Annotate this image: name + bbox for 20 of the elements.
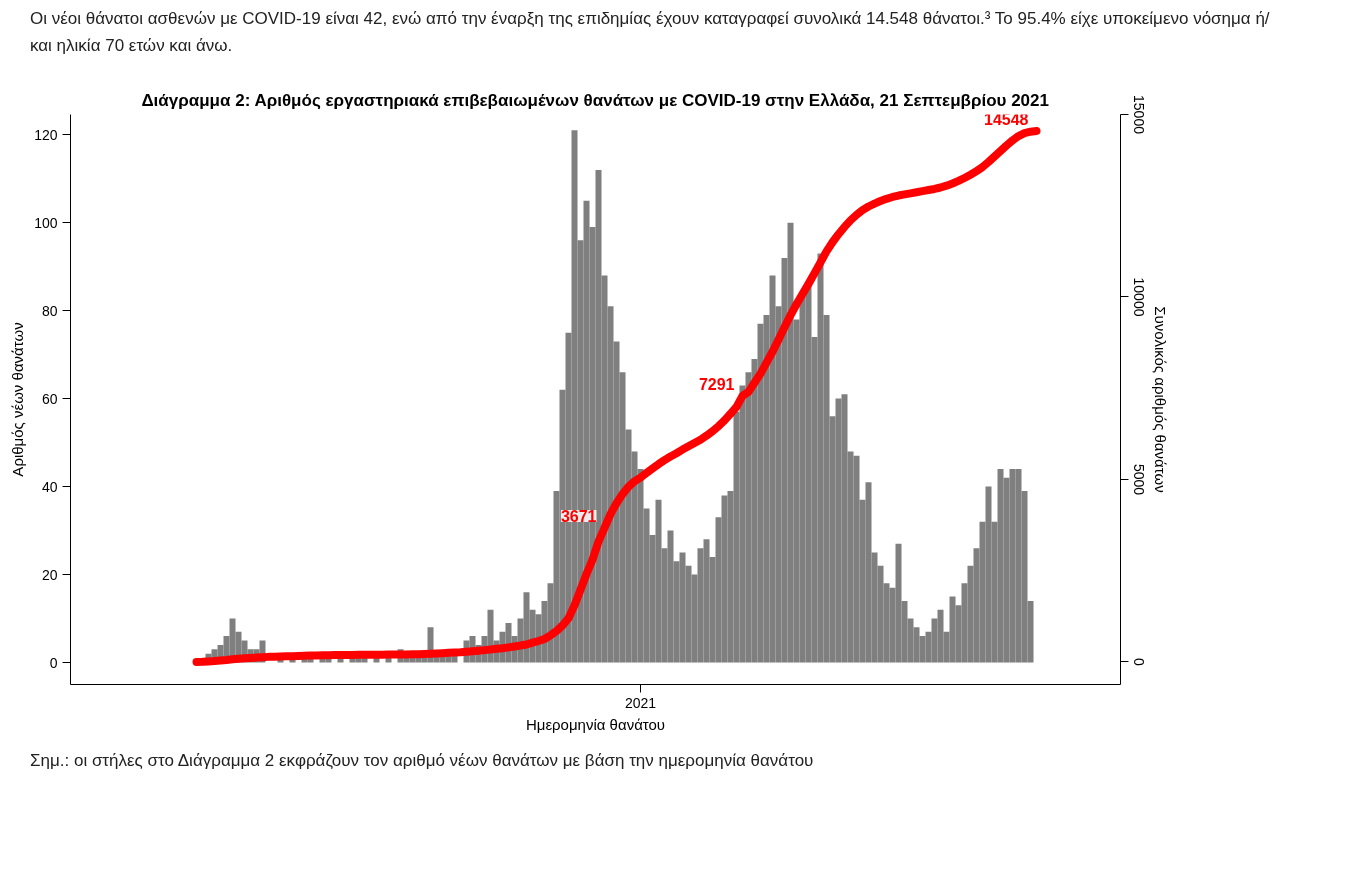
y-tick-label: 60 [41, 391, 58, 407]
y-tick-label: 100 [34, 215, 58, 232]
y2-tick-label: 15000 [1130, 95, 1147, 135]
text: Σημ.: οι στήλες στο Διάγραμμα 2 εκφράζουν τον αριθμό νέων θανάτων με βάση την ημερομηνία θανάτου [30, 750, 814, 773]
y2-tick-label: 5000 [1130, 464, 1147, 496]
data-label: 3671 [560, 508, 597, 526]
y-tick-label: 120 [34, 127, 58, 144]
chart-title: Διάγραμμα 2: Αριθμός εργαστηριακά επιβεβαιωμένων θανάτων με COVID-19 στην Ελλάδα, 21 Σεπτεμβρίου 2021 [141, 90, 1049, 110]
y2-tick-label: 10000 [1130, 277, 1147, 318]
x-axis-title: Ημερομηνία θανάτου [525, 715, 666, 733]
y-tick-label: 80 [41, 303, 58, 320]
data-label: 7291 [698, 376, 735, 394]
y-tick-label: 20 [41, 566, 58, 583]
y2-tick-label: 0 [1130, 658, 1147, 667]
x-tick-label: 2021 [624, 694, 657, 711]
y-axis-title: Αριθμός νέων θανάτων [9, 322, 27, 478]
y2-axis-title: Συνολικός αριθμός θανάτων [1151, 306, 1169, 494]
y-tick-label: 0 [49, 654, 58, 671]
y-tick-label: 40 [41, 478, 58, 495]
text: Οι νέοι θάνατοι ασθενών με COVID-19 είναι 42, ενώ από την έναρξη της επιδημίας έχουν καταγραφεί συνολικά 14.548 θάνατοι.³ Το 95.4% είχε υποκείμενο νόσημα ή/και ηλικία 70 ετών και άνω. [30, 8, 1271, 58]
